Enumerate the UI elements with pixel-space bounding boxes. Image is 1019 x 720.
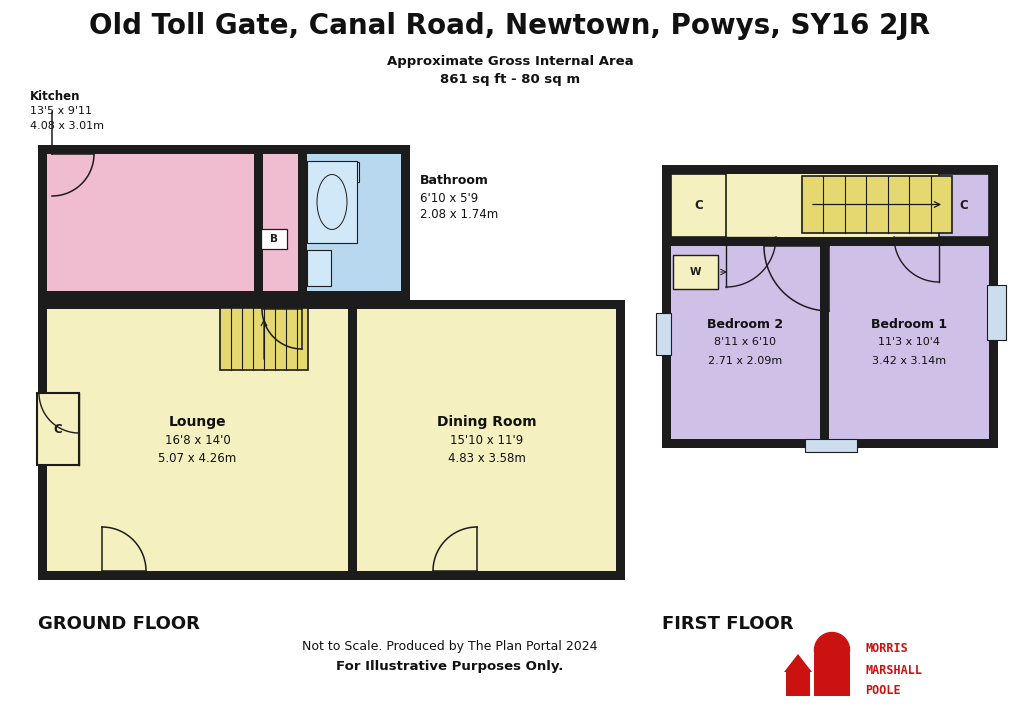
Text: 2.71 x 2.09m: 2.71 x 2.09m	[707, 356, 782, 366]
Bar	[671, 246, 819, 439]
Bar	[786, 672, 809, 696]
Text: MORRIS: MORRIS	[864, 642, 907, 655]
Text: GROUND FLOOR: GROUND FLOOR	[38, 615, 200, 633]
Bar	[47, 300, 400, 309]
Bar	[673, 255, 717, 289]
Text: C: C	[54, 423, 62, 436]
Bar	[357, 309, 615, 571]
Bar	[986, 285, 1005, 340]
Bar	[47, 309, 78, 364]
Text: Lounge: Lounge	[168, 415, 226, 429]
Text: Kitchen: Kitchen	[30, 90, 81, 103]
Bar	[336, 162, 359, 182]
Text: 11'3 x 10'4: 11'3 x 10'4	[877, 338, 940, 348]
Text: 861 sq ft - 80 sq m: 861 sq ft - 80 sq m	[439, 73, 580, 86]
Text: MARSHALL: MARSHALL	[864, 664, 921, 677]
Bar	[302, 154, 400, 291]
Text: Dining Room: Dining Room	[436, 415, 536, 429]
Bar	[813, 654, 849, 696]
Bar	[801, 176, 951, 233]
Bar	[671, 174, 988, 237]
Text: Bedroom 2: Bedroom 2	[707, 318, 783, 331]
Text: 5.07 x 4.26m: 5.07 x 4.26m	[158, 451, 236, 464]
Text: 2.08 x 1.74m: 2.08 x 1.74m	[420, 207, 497, 220]
Circle shape	[814, 632, 849, 667]
Text: Old Toll Gate, Canal Road, Newtown, Powys, SY16 2JR: Old Toll Gate, Canal Road, Newtown, Powy…	[90, 12, 929, 40]
Bar	[804, 439, 856, 452]
Bar	[298, 154, 306, 291]
Bar	[307, 250, 331, 286]
Text: For Illustrative Purposes Only.: For Illustrative Purposes Only.	[336, 660, 564, 673]
Text: 15'10 x 11'9: 15'10 x 11'9	[449, 433, 523, 446]
Text: 4.08 x 3.01m: 4.08 x 3.01m	[30, 121, 104, 131]
Bar	[307, 161, 357, 243]
Text: C: C	[959, 199, 967, 212]
Bar	[938, 174, 988, 237]
Bar	[661, 165, 997, 448]
Text: 3.42 x 3.14m: 3.42 x 3.14m	[871, 356, 946, 366]
Bar	[254, 154, 262, 291]
Text: 13'5 x 9'11: 13'5 x 9'11	[30, 106, 92, 116]
Bar	[819, 246, 828, 439]
Text: 4.83 x 3.58m: 4.83 x 3.58m	[447, 451, 525, 464]
Bar	[261, 229, 286, 249]
Text: Approximate Gross Internal Area: Approximate Gross Internal Area	[386, 55, 633, 68]
Bar	[655, 313, 671, 355]
Text: 16'8 x 14'0: 16'8 x 14'0	[164, 433, 230, 446]
Bar	[47, 154, 258, 291]
Bar	[47, 309, 347, 571]
Polygon shape	[784, 654, 811, 672]
Bar	[828, 246, 988, 439]
Text: FIRST FLOOR: FIRST FLOOR	[661, 615, 793, 633]
Bar	[220, 308, 308, 370]
Bar	[671, 174, 726, 237]
Text: 6'10 x 5'9: 6'10 x 5'9	[420, 192, 478, 204]
Polygon shape	[38, 145, 625, 580]
Text: POOLE: POOLE	[864, 685, 900, 698]
Bar	[258, 154, 302, 291]
Text: Not to Scale. Produced by The Plan Portal 2024: Not to Scale. Produced by The Plan Porta…	[302, 640, 597, 653]
Text: 8'11 x 6'10: 8'11 x 6'10	[713, 338, 775, 348]
Text: Bedroom 1: Bedroom 1	[870, 318, 946, 331]
Bar	[347, 309, 357, 571]
Text: Bathroom: Bathroom	[420, 174, 488, 186]
Text: B: B	[270, 234, 278, 244]
Text: C: C	[694, 199, 702, 212]
Bar	[37, 393, 78, 465]
Text: W: W	[689, 267, 701, 277]
